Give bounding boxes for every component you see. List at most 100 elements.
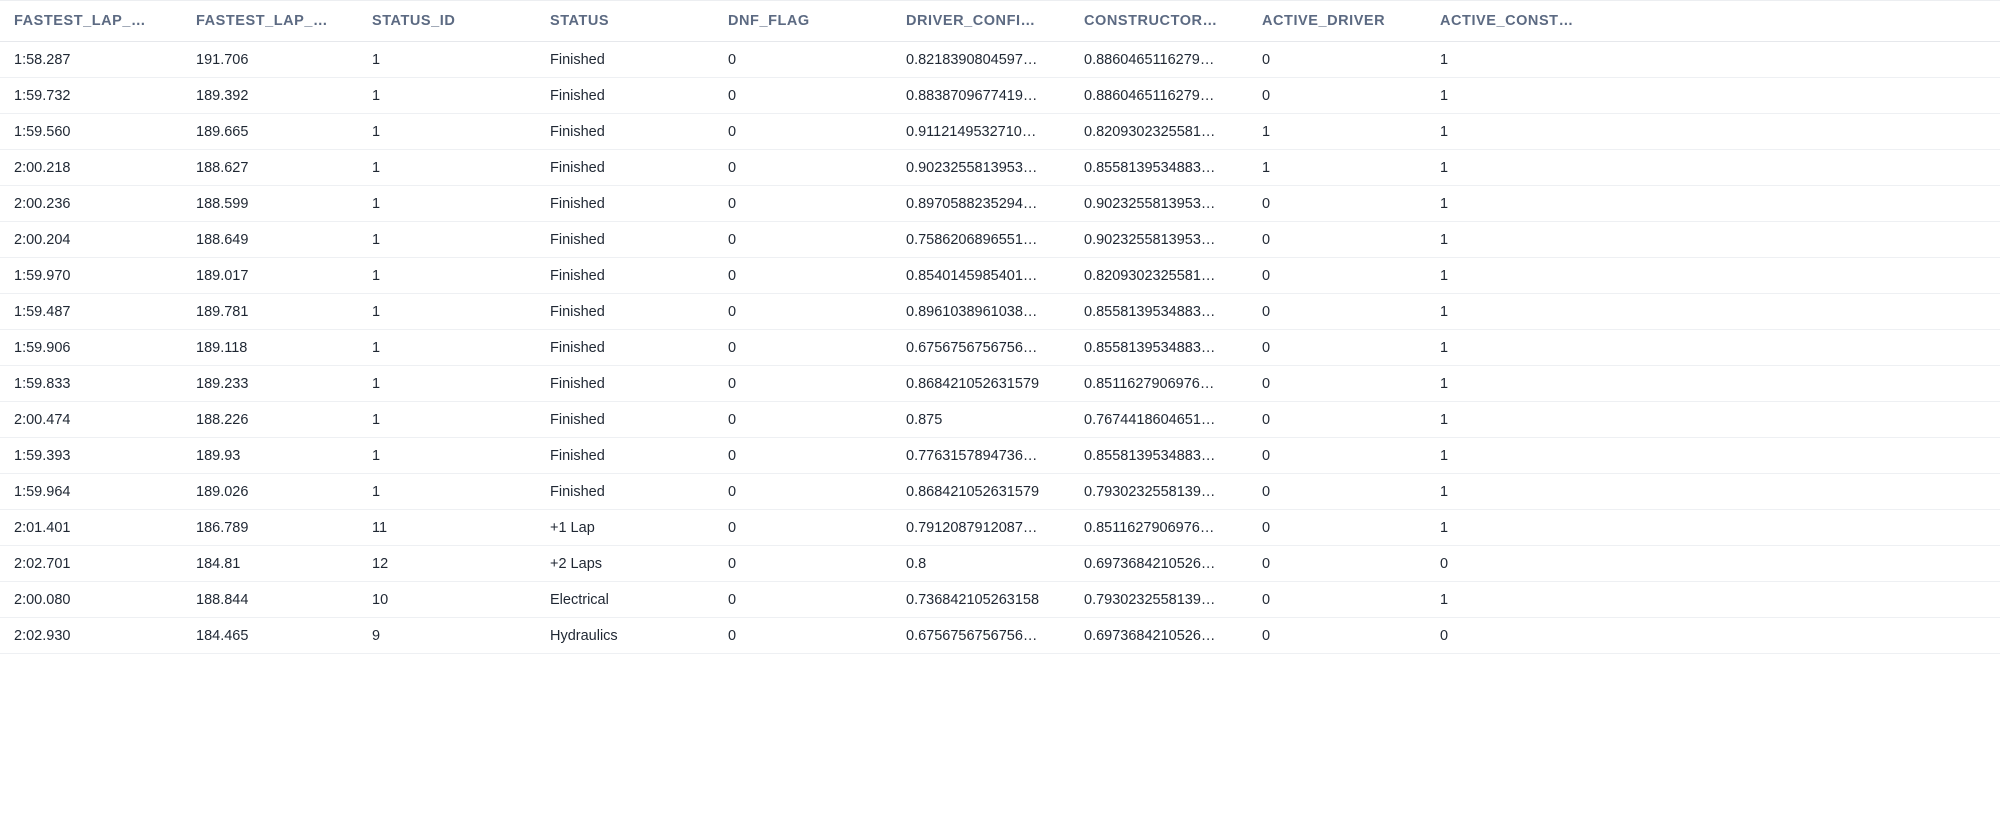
cell-status-id[interactable]: 1: [358, 257, 536, 294]
table-row[interactable]: 1:58.287 191.706 1 Finished 0 0.8218390804597…: [0, 41, 2000, 78]
cell-active-driver[interactable]: 0: [1248, 221, 1426, 258]
cell-status[interactable]: Electrical: [536, 581, 714, 618]
cell-constructor[interactable]: 0.6973684210526…: [1070, 617, 1248, 654]
cell-driver-confidence[interactable]: 0.6756756756756…: [892, 329, 1070, 366]
cell-dnf-flag[interactable]: 0: [714, 365, 892, 402]
cell-active-driver[interactable]: 0: [1248, 329, 1426, 366]
cell-driver-confidence[interactable]: 0.8: [892, 545, 1070, 582]
cell-status-id[interactable]: 1: [358, 401, 536, 438]
cell-active-constructor[interactable]: 1: [1426, 329, 2000, 366]
cell-fastest-lap-time[interactable]: 1:59.906: [0, 329, 182, 366]
cell-active-driver[interactable]: 0: [1248, 293, 1426, 330]
cell-fastest-lap-speed[interactable]: 184.465: [182, 617, 358, 654]
cell-fastest-lap-speed[interactable]: 189.93: [182, 437, 358, 474]
cell-active-driver[interactable]: 0: [1248, 401, 1426, 438]
cell-active-driver[interactable]: 0: [1248, 617, 1426, 654]
cell-active-constructor[interactable]: 1: [1426, 41, 2000, 78]
cell-fastest-lap-speed[interactable]: 189.026: [182, 473, 358, 510]
cell-fastest-lap-speed[interactable]: 189.118: [182, 329, 358, 366]
cell-dnf-flag[interactable]: 0: [714, 185, 892, 222]
cell-dnf-flag[interactable]: 0: [714, 221, 892, 258]
cell-dnf-flag[interactable]: 0: [714, 581, 892, 618]
cell-fastest-lap-speed[interactable]: 189.392: [182, 77, 358, 114]
cell-status[interactable]: Finished: [536, 185, 714, 222]
cell-fastest-lap-time[interactable]: 2:00.218: [0, 149, 182, 186]
cell-driver-confidence[interactable]: 0.875: [892, 401, 1070, 438]
cell-active-driver[interactable]: 0: [1248, 77, 1426, 114]
cell-status[interactable]: Finished: [536, 77, 714, 114]
cell-fastest-lap-speed[interactable]: 189.781: [182, 293, 358, 330]
cell-active-constructor[interactable]: 1: [1426, 149, 2000, 186]
cell-constructor[interactable]: 0.8209302325581…: [1070, 257, 1248, 294]
cell-active-constructor[interactable]: 1: [1426, 113, 2000, 150]
cell-status[interactable]: +1 Lap: [536, 509, 714, 546]
table-row[interactable]: 2:01.401 186.789 11 +1 Lap 0 0.7912087912087……: [0, 509, 2000, 546]
column-header-status-id[interactable]: STATUS_ID: [358, 0, 536, 42]
table-row[interactable]: 2:02.930 184.465 9 Hydraulics 0 0.67567567567…: [0, 617, 2000, 654]
cell-status-id[interactable]: 9: [358, 617, 536, 654]
cell-active-constructor[interactable]: 1: [1426, 581, 2000, 618]
cell-dnf-flag[interactable]: 0: [714, 113, 892, 150]
cell-constructor[interactable]: 0.8511627906976…: [1070, 365, 1248, 402]
cell-active-driver[interactable]: 1: [1248, 149, 1426, 186]
cell-fastest-lap-time[interactable]: 2:00.080: [0, 581, 182, 618]
cell-active-driver[interactable]: 1: [1248, 113, 1426, 150]
cell-constructor[interactable]: 0.9023255813953…: [1070, 185, 1248, 222]
cell-fastest-lap-speed[interactable]: 188.844: [182, 581, 358, 618]
cell-status[interactable]: +2 Laps: [536, 545, 714, 582]
cell-constructor[interactable]: 0.7930232558139…: [1070, 473, 1248, 510]
cell-constructor[interactable]: 0.7674418604651…: [1070, 401, 1248, 438]
column-header-fastest-lap-speed[interactable]: FASTEST_LAP_…: [182, 0, 358, 42]
cell-driver-confidence[interactable]: 0.7586206896551…: [892, 221, 1070, 258]
table-row[interactable]: 1:59.964 189.026 1 Finished 0 0.8684210526315…: [0, 473, 2000, 510]
table-row[interactable]: 2:00.218 188.627 1 Finished 0 0.9023255813953…: [0, 149, 2000, 186]
cell-driver-confidence[interactable]: 0.8838709677419…: [892, 77, 1070, 114]
cell-status-id[interactable]: 12: [358, 545, 536, 582]
cell-dnf-flag[interactable]: 0: [714, 617, 892, 654]
cell-dnf-flag[interactable]: 0: [714, 257, 892, 294]
cell-constructor[interactable]: 0.8558139534883…: [1070, 149, 1248, 186]
cell-active-driver[interactable]: 0: [1248, 41, 1426, 78]
cell-driver-confidence[interactable]: 0.868421052631579: [892, 365, 1070, 402]
cell-status-id[interactable]: 1: [358, 113, 536, 150]
cell-status[interactable]: Finished: [536, 401, 714, 438]
cell-constructor[interactable]: 0.8860465116279…: [1070, 41, 1248, 78]
cell-active-constructor[interactable]: 1: [1426, 509, 2000, 546]
cell-fastest-lap-time[interactable]: 1:59.487: [0, 293, 182, 330]
cell-constructor[interactable]: 0.8558139534883…: [1070, 293, 1248, 330]
cell-dnf-flag[interactable]: 0: [714, 401, 892, 438]
cell-fastest-lap-time[interactable]: 1:59.560: [0, 113, 182, 150]
cell-driver-confidence[interactable]: 0.6756756756756…: [892, 617, 1070, 654]
cell-dnf-flag[interactable]: 0: [714, 41, 892, 78]
column-header-driver-confidence[interactable]: DRIVER_CONFI…: [892, 0, 1070, 42]
cell-driver-confidence[interactable]: 0.736842105263158: [892, 581, 1070, 618]
table-row[interactable]: 1:59.833 189.233 1 Finished 0 0.8684210526315…: [0, 365, 2000, 402]
cell-status-id[interactable]: 1: [358, 329, 536, 366]
cell-driver-confidence[interactable]: 0.8218390804597…: [892, 41, 1070, 78]
cell-dnf-flag[interactable]: 0: [714, 437, 892, 474]
cell-status-id[interactable]: 10: [358, 581, 536, 618]
cell-fastest-lap-time[interactable]: 1:59.970: [0, 257, 182, 294]
cell-constructor[interactable]: 0.8558139534883…: [1070, 329, 1248, 366]
cell-fastest-lap-time[interactable]: 2:02.930: [0, 617, 182, 654]
cell-dnf-flag[interactable]: 0: [714, 545, 892, 582]
cell-status[interactable]: Finished: [536, 257, 714, 294]
cell-status[interactable]: Finished: [536, 293, 714, 330]
table-row[interactable]: 2:00.204 188.649 1 Finished 0 0.7586206896551…: [0, 221, 2000, 258]
cell-driver-confidence[interactable]: 0.9112149532710…: [892, 113, 1070, 150]
cell-fastest-lap-speed[interactable]: 188.649: [182, 221, 358, 258]
cell-status-id[interactable]: 1: [358, 293, 536, 330]
cell-status[interactable]: Finished: [536, 221, 714, 258]
cell-constructor[interactable]: 0.8860465116279…: [1070, 77, 1248, 114]
cell-fastest-lap-time[interactable]: 2:00.236: [0, 185, 182, 222]
column-header-fastest-lap-time[interactable]: FASTEST_LAP_…: [0, 0, 182, 42]
cell-fastest-lap-time[interactable]: 2:02.701: [0, 545, 182, 582]
cell-driver-confidence[interactable]: 0.868421052631579: [892, 473, 1070, 510]
cell-active-constructor[interactable]: 1: [1426, 365, 2000, 402]
table-row[interactable]: 2:02.701 184.81 12 +2 Laps 0 0.8 0.69736842105…: [0, 545, 2000, 582]
cell-dnf-flag[interactable]: 0: [714, 77, 892, 114]
table-row[interactable]: 1:59.906 189.118 1 Finished 0 0.6756756756756…: [0, 329, 2000, 366]
cell-active-driver[interactable]: 0: [1248, 473, 1426, 510]
cell-fastest-lap-time[interactable]: 2:01.401: [0, 509, 182, 546]
